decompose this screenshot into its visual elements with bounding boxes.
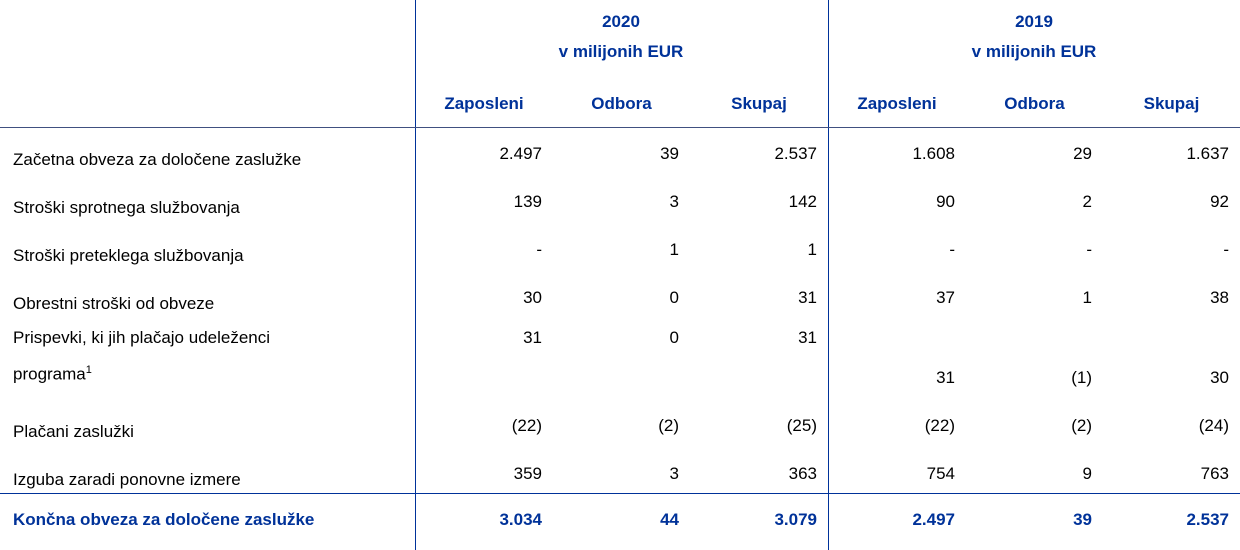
cell: 0 [669, 288, 679, 307]
cell: 2 [1082, 192, 1092, 211]
row-label: Stroški sprotnega službovanja [13, 192, 353, 224]
column-header: Skupaj [731, 94, 787, 113]
row-label-text: Obrestni stroški od obveze [13, 294, 215, 313]
divider [415, 0, 416, 550]
cell: 37 [936, 288, 955, 307]
cell: 39 [660, 144, 679, 163]
row-label-text: Plačani zaslužki [13, 422, 134, 441]
cell: 30 [523, 288, 542, 307]
cell: 1 [807, 240, 817, 259]
cell: 754 [926, 464, 955, 483]
cell: 30 [1210, 368, 1229, 387]
cell: 9 [1082, 464, 1092, 483]
cell: 2.497 [499, 144, 542, 163]
cell: (24) [1198, 416, 1229, 435]
cell: (25) [786, 416, 817, 435]
total-label: Končna obveza za določene zaslužke [13, 510, 315, 529]
row-label-text: Stroški preteklega službovanja [13, 246, 244, 265]
total-cell: 44 [660, 510, 679, 529]
total-cell: 2.497 [912, 510, 955, 529]
cell: - [1086, 240, 1092, 259]
footnote-mark: 1 [85, 364, 92, 376]
cell: - [536, 240, 542, 259]
group-unit: v milijonih EUR [558, 42, 684, 61]
cell: - [949, 240, 955, 259]
cell: 31 [523, 328, 542, 347]
total-cell: 3.079 [774, 510, 817, 529]
cell: 38 [1210, 288, 1229, 307]
column-header: Zaposleni [857, 94, 937, 113]
cell: 0 [669, 328, 679, 347]
cell: 1.608 [912, 144, 955, 163]
header-rule [0, 127, 1240, 128]
cell: 363 [788, 464, 817, 483]
cell: 29 [1073, 144, 1092, 163]
column-header: Odbora [1004, 94, 1065, 113]
cell: 2.537 [774, 144, 817, 163]
row-label: Začetna obveza za določene zaslužke [13, 144, 353, 176]
row-label: Stroški preteklega službovanja [13, 240, 353, 272]
total-cell: 2.537 [1186, 510, 1229, 529]
row-label: Izguba zaradi ponovne izmere [13, 464, 353, 496]
cell: (22) [511, 416, 542, 435]
total-rule [0, 493, 1240, 494]
cell: 3 [669, 464, 679, 483]
cell: 92 [1210, 192, 1229, 211]
cell: 31 [936, 368, 955, 387]
cell: 3 [669, 192, 679, 211]
cell: 90 [936, 192, 955, 211]
cell: (22) [924, 416, 955, 435]
cell: 139 [513, 192, 542, 211]
cell: 763 [1200, 464, 1229, 483]
row-label-text: Prispevki, ki jih plačajo udeleženci pro… [13, 328, 271, 384]
row-label-text: Začetna obveza za določene zaslužke [13, 150, 302, 169]
row-label: Obrestni stroški od obveze [13, 288, 353, 320]
cell: (1) [1071, 368, 1092, 387]
group-year: 2020 [602, 12, 640, 31]
cell: 142 [788, 192, 817, 211]
row-label-text: Stroški sprotnega službovanja [13, 198, 240, 217]
column-header: Odbora [591, 94, 652, 113]
group-unit: v milijonih EUR [971, 42, 1097, 61]
row-label: Prispevki, ki jih plačajo udeleženci pro… [13, 322, 353, 391]
cell: 31 [798, 328, 817, 347]
column-header: Zaposleni [444, 94, 524, 113]
total-cell: 3.034 [499, 510, 542, 529]
cell: - [1223, 240, 1229, 259]
cell: 1 [1082, 288, 1092, 307]
row-label-text: Izguba zaradi ponovne izmere [13, 470, 241, 489]
group-year: 2019 [1015, 12, 1053, 31]
cell: 359 [513, 464, 542, 483]
divider [828, 0, 829, 550]
cell: 31 [798, 288, 817, 307]
total-cell: 39 [1073, 510, 1092, 529]
column-header: Skupaj [1143, 94, 1200, 113]
cell: (2) [658, 416, 679, 435]
cell: 1 [669, 240, 679, 259]
cell: (2) [1071, 416, 1092, 435]
cell: 1.637 [1186, 144, 1229, 163]
row-label: Plačani zaslužki [13, 416, 353, 448]
